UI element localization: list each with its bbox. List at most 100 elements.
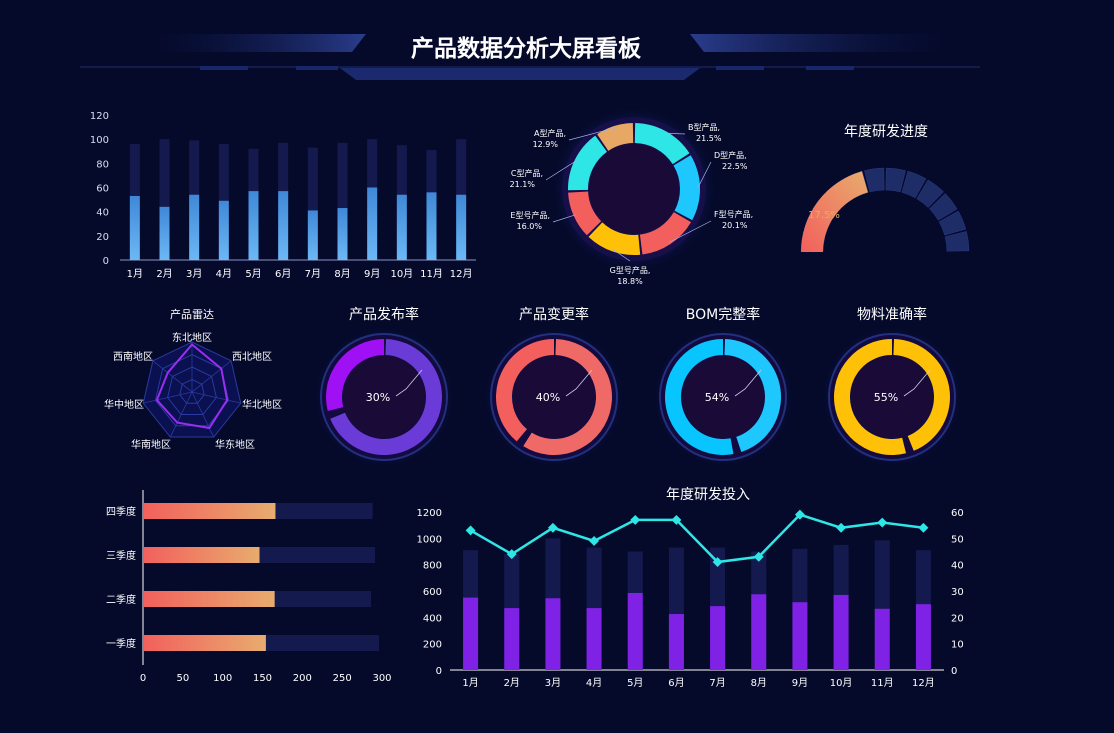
radar-spoke <box>143 391 193 404</box>
y-left-tick-label: 1000 <box>417 534 442 545</box>
x-tick-label: 0 <box>140 673 146 684</box>
slice-label: G型号产品, <box>610 265 651 275</box>
gauge-segment <box>885 167 906 193</box>
slice-percent: 22.5% <box>722 162 748 171</box>
bar <box>367 187 378 260</box>
slice-percent: 20.1% <box>722 221 748 230</box>
rate-ring: 产品发布率 30% <box>314 306 454 467</box>
slice-percent: 16.0% <box>517 222 543 231</box>
rate-ring: BOM完整率 54% <box>653 306 793 467</box>
slice-leader-line <box>697 161 712 188</box>
x-tick-label: 11月 <box>871 677 894 689</box>
line-point <box>506 549 517 560</box>
x-tick-label: 5月 <box>245 268 261 280</box>
x-tick-label: 1月 <box>127 268 143 280</box>
x-tick-label: 10月 <box>830 677 853 689</box>
x-tick-label: 12月 <box>912 677 935 689</box>
bar <box>129 195 140 260</box>
y-left-tick-label: 200 <box>423 640 442 651</box>
annual-rd-investment-chart: 年度研发投入 0 200 400 600 800 1000 1200 0 10 20 30 40 50 60… <box>417 487 964 689</box>
y-right-tick-label: 40 <box>951 561 964 572</box>
x-tick-label: 12月 <box>450 268 473 280</box>
x-tick-label: 6月 <box>668 677 684 689</box>
line-point <box>671 514 682 525</box>
radar-grid-ring <box>167 366 217 416</box>
gauge-segment <box>916 179 944 208</box>
bar <box>874 608 890 670</box>
radar-title: 产品雷达 <box>170 307 214 321</box>
chart-title: 年度研发投入 <box>666 487 750 503</box>
radar-spoke <box>191 391 241 404</box>
x-tick-label: 2月 <box>504 677 520 689</box>
bar <box>504 608 520 670</box>
ring-hole <box>343 356 425 438</box>
slice-label: C型产品, <box>511 168 543 178</box>
monthly-bar-chart: 0 20 40 60 80 100 120 1月 2月 3月 4月 5月 6月 7月 8月 9月 10月 11月 1… <box>90 111 476 280</box>
line-point <box>589 536 600 546</box>
y-right-tick-label: 0 <box>951 666 957 677</box>
x-tick-label: 250 <box>333 673 352 684</box>
gauge-segment <box>901 170 927 199</box>
bar <box>833 594 849 670</box>
slice-leader-line <box>612 249 631 262</box>
slice-label: A型产品, <box>534 128 566 138</box>
radar-spoke <box>191 360 232 393</box>
rate-ring-value: 40% <box>536 391 560 404</box>
rate-ring-title: 产品发布率 <box>349 306 419 323</box>
line-point <box>836 522 847 533</box>
radar-spoke <box>152 360 193 393</box>
bar <box>337 208 348 260</box>
ring-leader-line <box>395 369 423 397</box>
radar-spoke <box>191 391 215 438</box>
bar <box>668 614 684 670</box>
x-tick-label: 300 <box>372 673 391 684</box>
ring-hole <box>682 356 764 438</box>
ring-segment-primary <box>496 339 554 442</box>
line-point <box>712 557 723 567</box>
rate-ring-title: BOM完整率 <box>686 306 760 323</box>
slice-leader-line <box>545 160 577 181</box>
radar-axis-label: 西北地区 <box>232 350 272 363</box>
ring-segment-primary <box>834 339 907 455</box>
bar <box>159 206 170 260</box>
ring-segment-secondary <box>893 339 950 451</box>
slice-label: F型号产品, <box>714 209 753 219</box>
bar-track <box>307 147 318 260</box>
slice-leader-line <box>669 220 712 243</box>
ring-hole <box>851 356 933 438</box>
rate-ring-value: 30% <box>366 391 390 404</box>
donut-slice <box>588 222 641 255</box>
x-tick-label: 200 <box>293 673 312 684</box>
y-left-tick-label: 800 <box>423 561 442 572</box>
ring-segment-primary <box>664 339 734 455</box>
y-left-tick-label: 0 <box>436 666 442 677</box>
rate-ring-title: 物料准确率 <box>857 306 927 323</box>
y-right-tick-label: 30 <box>951 587 964 598</box>
bar-track <box>337 142 348 260</box>
gauge-value: 17.5% <box>808 210 840 221</box>
rd-progress-gauge: 年度研发进度 17.5% <box>800 124 970 252</box>
line-point <box>547 522 558 533</box>
x-tick-label: 4月 <box>586 677 602 689</box>
x-tick-label: 50 <box>176 673 189 684</box>
slice-label: D型产品, <box>714 150 747 160</box>
radar-spoke <box>169 391 193 438</box>
rate-ring: 物料准确率 55% <box>822 306 962 467</box>
y-tick-label: 二季度 <box>106 593 136 606</box>
x-tick-label: 9月 <box>364 268 380 280</box>
ring-leader-line <box>565 369 593 397</box>
x-tick-label: 11月 <box>420 268 443 280</box>
y-tick-label: 0 <box>103 256 109 267</box>
donut-slice <box>568 191 602 236</box>
y-tick-label: 20 <box>96 232 109 243</box>
rate-ring-title: 产品变更率 <box>519 306 589 323</box>
slice-percent: 18.8% <box>617 277 643 286</box>
line-point <box>877 517 888 528</box>
header: 产品数据分析大屏看板 <box>80 34 980 80</box>
ring-segment-secondary <box>724 339 781 453</box>
bar <box>307 210 318 260</box>
ring-hole <box>513 356 595 438</box>
gauge-segment <box>938 210 967 236</box>
x-tick-label: 8月 <box>751 677 767 689</box>
